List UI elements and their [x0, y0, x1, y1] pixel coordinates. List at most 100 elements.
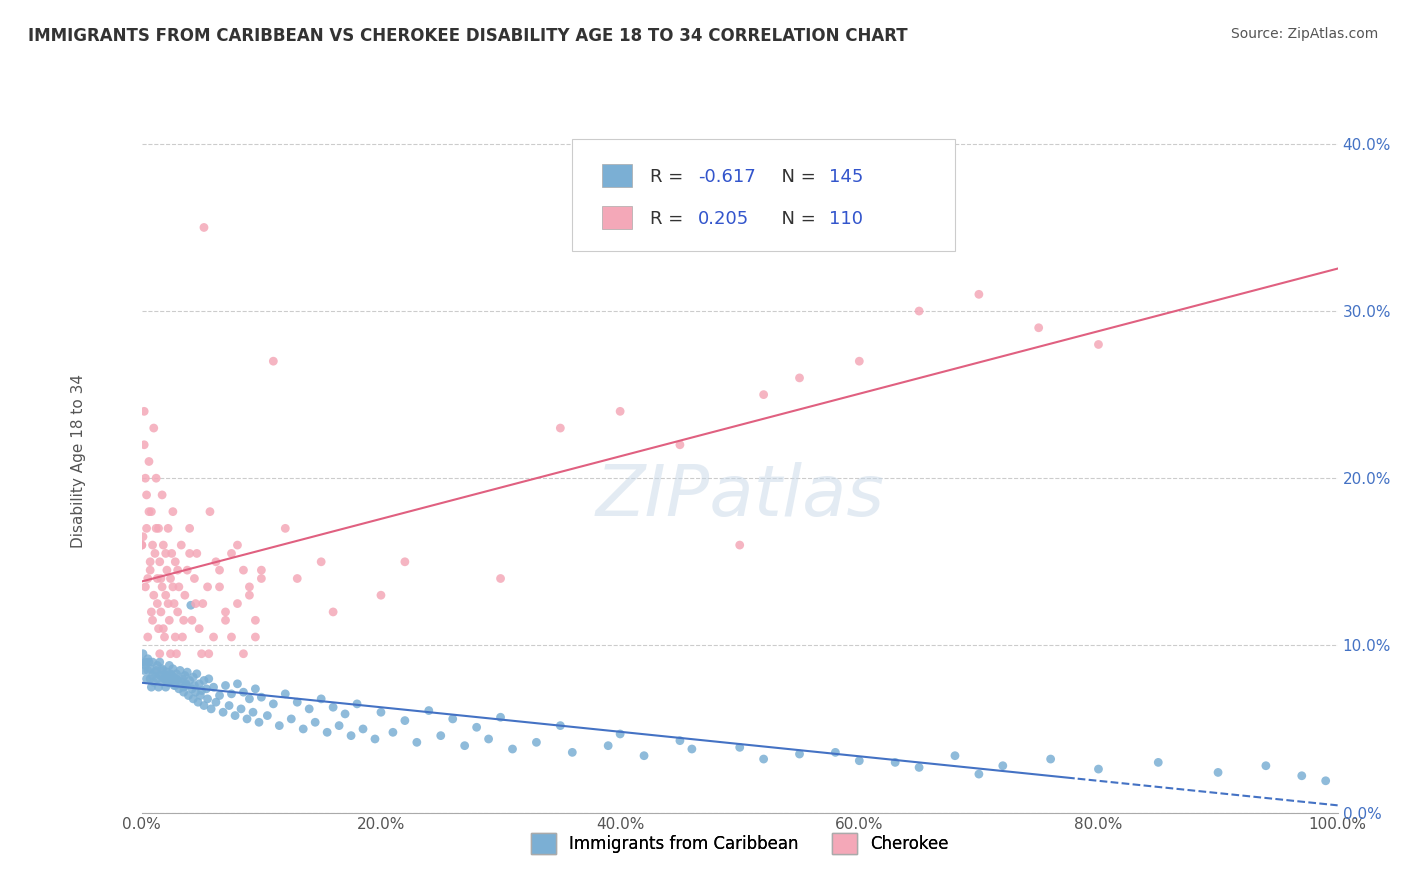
- Point: [149, 572, 172, 586]
- Point: [214, 605, 236, 619]
- Point: [160, 668, 183, 682]
- Point: [134, 471, 156, 485]
- Text: 110: 110: [830, 211, 863, 228]
- Point: [550, 718, 572, 732]
- Point: [316, 725, 339, 739]
- Point: [179, 521, 201, 535]
- Point: [218, 698, 240, 713]
- Point: [186, 546, 208, 560]
- Point: [165, 555, 187, 569]
- Point: [238, 691, 260, 706]
- Bar: [602, 206, 633, 229]
- Point: [208, 689, 231, 703]
- Text: Source: ZipAtlas.com: Source: ZipAtlas.com: [1230, 27, 1378, 41]
- Point: [135, 521, 157, 535]
- Point: [232, 685, 254, 699]
- Point: [174, 678, 197, 692]
- Point: [150, 675, 173, 690]
- Point: [150, 662, 173, 676]
- Point: [322, 605, 344, 619]
- Point: [280, 712, 302, 726]
- Point: [309, 691, 332, 706]
- Point: [205, 555, 228, 569]
- Point: [136, 630, 159, 644]
- Point: [908, 760, 931, 774]
- Point: [170, 538, 193, 552]
- Point: [370, 588, 392, 602]
- Point: [166, 672, 188, 686]
- Point: [226, 677, 249, 691]
- Point: [526, 735, 548, 749]
- Point: [197, 580, 219, 594]
- Point: [163, 678, 186, 692]
- Point: [134, 438, 156, 452]
- Point: [1147, 756, 1170, 770]
- Point: [139, 555, 162, 569]
- Point: [848, 354, 870, 368]
- Point: [162, 505, 184, 519]
- Point: [177, 689, 200, 703]
- Point: [669, 733, 692, 747]
- Point: [269, 718, 291, 732]
- Point: [160, 546, 183, 560]
- Point: [145, 471, 167, 485]
- Point: [183, 572, 205, 586]
- Point: [165, 678, 187, 692]
- Point: [238, 580, 260, 594]
- Point: [150, 488, 173, 502]
- Point: [142, 668, 165, 682]
- Bar: [602, 164, 633, 186]
- Point: [181, 691, 204, 706]
- Point: [1028, 320, 1050, 334]
- Point: [197, 647, 219, 661]
- Point: [1087, 337, 1109, 351]
- Point: [789, 371, 811, 385]
- Point: [212, 705, 235, 719]
- Point: [202, 680, 225, 694]
- Point: [669, 438, 692, 452]
- Point: [183, 678, 205, 692]
- Point: [134, 655, 156, 669]
- Point: [156, 563, 179, 577]
- Point: [176, 563, 198, 577]
- Point: [232, 647, 254, 661]
- Point: [156, 668, 179, 682]
- Point: [202, 630, 225, 644]
- Point: [160, 673, 183, 688]
- Point: [465, 720, 488, 734]
- Point: [150, 580, 173, 594]
- Point: [242, 705, 264, 719]
- Point: [148, 622, 170, 636]
- Point: [598, 739, 620, 753]
- Point: [208, 580, 231, 594]
- Point: [247, 715, 270, 730]
- Point: [173, 680, 195, 694]
- Text: R =: R =: [650, 211, 689, 228]
- Point: [146, 597, 169, 611]
- Point: [155, 546, 177, 560]
- Point: [236, 712, 259, 726]
- Point: [352, 722, 374, 736]
- Point: [142, 675, 165, 690]
- Point: [550, 421, 572, 435]
- Point: [170, 675, 193, 690]
- Point: [346, 697, 368, 711]
- Point: [139, 672, 162, 686]
- Point: [489, 572, 512, 586]
- Point: [187, 695, 209, 709]
- Point: [167, 681, 190, 696]
- Point: [824, 745, 846, 759]
- Point: [884, 756, 907, 770]
- Point: [285, 572, 308, 586]
- Point: [418, 704, 440, 718]
- Point: [132, 530, 155, 544]
- Point: [148, 680, 170, 694]
- Point: [333, 706, 356, 721]
- Point: [155, 680, 177, 694]
- Point: [146, 572, 169, 586]
- Text: 0.205: 0.205: [697, 211, 749, 228]
- Point: [141, 680, 163, 694]
- Text: R =: R =: [650, 168, 689, 186]
- Point: [188, 677, 211, 691]
- Point: [152, 664, 174, 678]
